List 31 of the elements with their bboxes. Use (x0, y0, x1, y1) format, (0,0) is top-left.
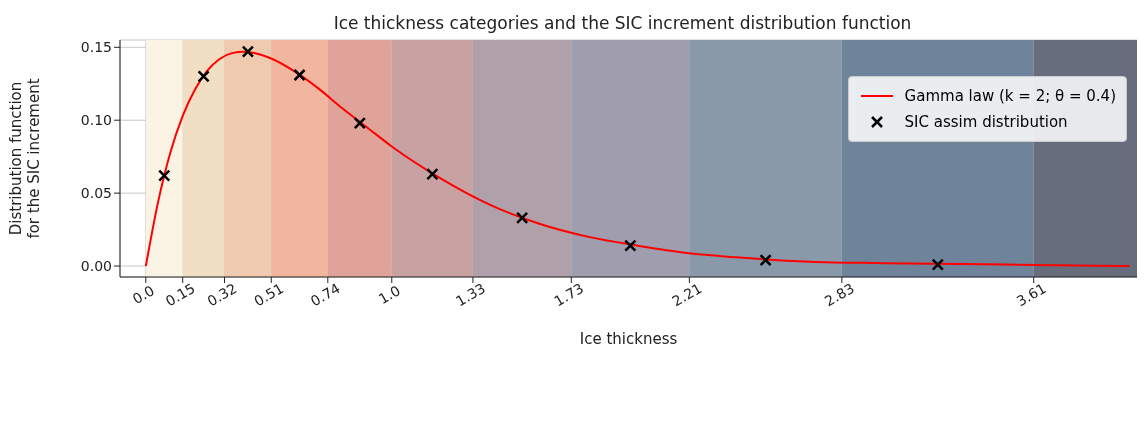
legend-label: SIC assim distribution (904, 113, 1068, 131)
x-tick-label: 2.83 (821, 279, 857, 310)
legend-label: Gamma law (k = 2; θ = 0.4) (904, 87, 1116, 105)
x-tick-label: 1.0 (375, 282, 403, 308)
x-tick-label: 1.73 (551, 279, 587, 310)
y-tick-label: 0.15 (80, 39, 112, 56)
y-tick-label: 0.00 (80, 258, 112, 275)
y-tick-label: 0.05 (80, 185, 112, 202)
y-tick-label: 0.10 (80, 112, 112, 129)
point (759, 253, 772, 267)
chart-title: Ice thickness categories and the SIC increment distribution function (332, 12, 913, 35)
point (931, 258, 945, 271)
x-tick-label: 0.15 (162, 279, 198, 310)
point (293, 68, 306, 82)
x-tick-label: 0.51 (251, 279, 287, 310)
point (624, 239, 637, 252)
y-axis-title: Distribution function for the SIC increment (7, 78, 43, 239)
x-tick-label: 0.0 (129, 282, 157, 308)
line-series (144, 50, 1131, 268)
x-tick-label: 3.61 (1013, 279, 1049, 310)
point (515, 211, 529, 225)
x-tick-label: 0.74 (307, 279, 343, 310)
x-tick-label: 1.33 (452, 279, 488, 310)
point (197, 70, 210, 83)
point (353, 116, 367, 130)
point (426, 167, 439, 181)
point (241, 45, 255, 58)
x-tick-label: 0.32 (204, 279, 240, 310)
point (158, 169, 171, 182)
x-tick-label: 2.21 (669, 279, 705, 310)
x-axis-title: Ice thickness (579, 330, 678, 348)
